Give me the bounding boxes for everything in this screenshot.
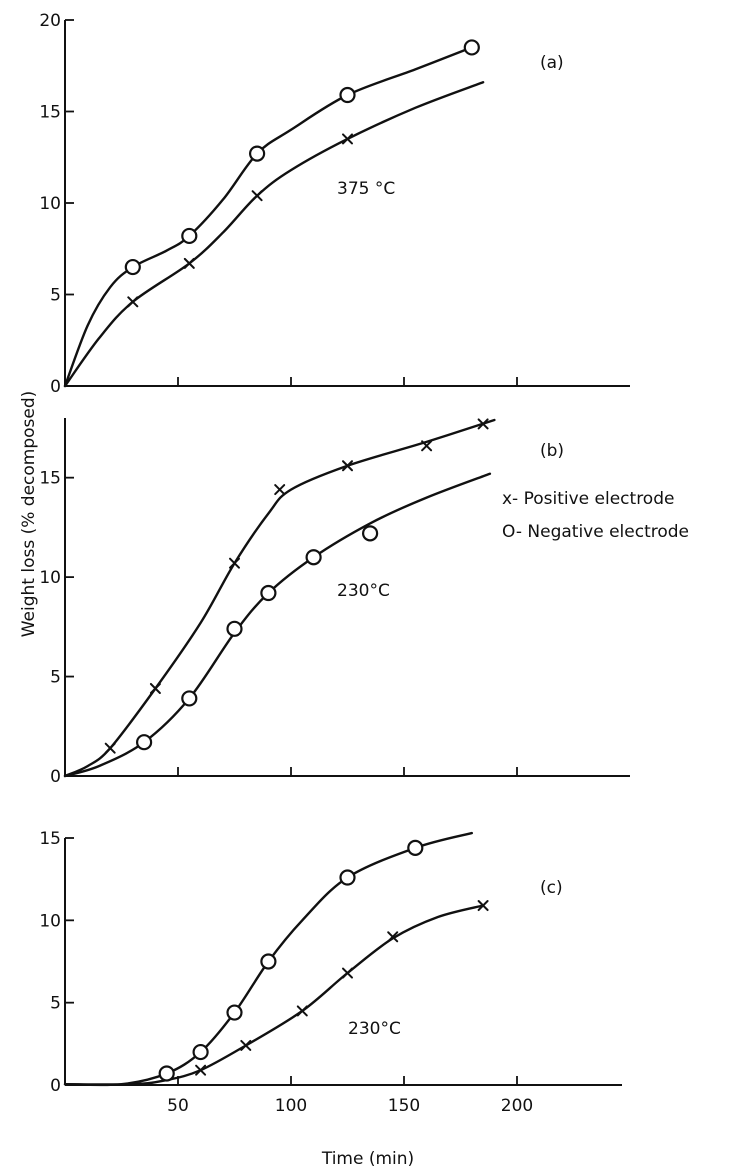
cross-stroke <box>477 418 489 430</box>
panel-3-curve-positive <box>63 904 485 1086</box>
panel-1-point-negative <box>249 145 266 162</box>
panel-3-y-tick-label: 15 <box>39 829 61 849</box>
cross-stroke <box>477 900 489 912</box>
panel-2-point-negative <box>362 525 379 542</box>
panel-3-point-positive <box>296 1005 308 1017</box>
cross-stroke <box>251 190 263 202</box>
panel-2-y-tick-label: 0 <box>50 767 61 787</box>
cross-stroke <box>342 133 353 145</box>
legend-positive: x- Positive electrode <box>502 489 674 509</box>
panel-2-point-negative <box>260 584 277 602</box>
panel-2-point-positive <box>104 742 116 754</box>
panel-3-point-negative <box>260 953 277 970</box>
cross-stroke <box>342 967 353 979</box>
panel-1-y-tick-label: 15 <box>39 103 61 123</box>
panel-3-y-tick-label: 10 <box>39 911 61 931</box>
panel-1-point-positive <box>342 133 353 145</box>
panel-1-curve-positive <box>63 81 485 388</box>
panel-1-point-positive <box>183 257 195 269</box>
panel-2-point-positive <box>229 557 240 569</box>
panel-2-point-positive <box>149 682 161 694</box>
panel-3: 0 5 10 15 50 100 150 200 (c) 230°C <box>39 829 622 1116</box>
legend: x- Positive electrode O- Negative electr… <box>502 489 689 542</box>
cross-stroke <box>342 460 353 472</box>
panel-3-point-positive <box>387 931 399 943</box>
panel-3-point-negative <box>226 1004 243 1021</box>
cross-stroke <box>229 557 240 569</box>
chart-panels: 0 5 10 15 20 (a) 375 °C 0 5 10 15 (b) 230°C 0 5 10 15 50 1… <box>39 11 630 1116</box>
panel-2-temperature: 230°C <box>337 581 390 601</box>
panel-2-point-negative <box>305 549 322 566</box>
cross-stroke <box>296 1005 308 1017</box>
panel-3-point-positive <box>477 900 489 912</box>
cross-stroke <box>387 931 399 943</box>
panel-2-point-positive <box>421 440 433 452</box>
panel-3-temperature: 230°C <box>348 1019 401 1039</box>
panel-2-curve-negative <box>63 472 492 778</box>
panel-3-x-tick-label: 150 <box>388 1096 420 1116</box>
panel-3-label: (c) <box>540 878 563 898</box>
y-axis-label: Weight loss (% decomposed) <box>19 391 39 638</box>
panel-3-point-positive <box>240 1039 252 1051</box>
panel-2-y-tick-label: 10 <box>39 568 61 588</box>
panel-1-point-positive <box>251 190 263 202</box>
panel-2-point-negative <box>181 690 198 707</box>
panel-1-point-positive <box>127 296 139 308</box>
legend-negative: O- Negative electrode <box>502 522 689 542</box>
panel-3-point-negative <box>192 1043 209 1061</box>
cross-stroke <box>274 484 286 496</box>
panel-3-y-tick-label: 0 <box>50 1076 61 1096</box>
panel-2-point-negative <box>226 620 243 637</box>
panel-1-temperature: 375 °C <box>337 179 395 199</box>
panel-1-curve-negative <box>63 46 473 388</box>
panel-1-y-tick-label: 10 <box>39 194 61 214</box>
panel-3-point-positive <box>195 1064 207 1076</box>
panel-3-point-negative <box>339 869 356 886</box>
cross-stroke <box>421 440 433 452</box>
panel-3-x-tick-label: 50 <box>167 1096 189 1116</box>
panel-2-y-tick-label: 15 <box>39 469 61 489</box>
panel-3-point-negative <box>407 839 424 856</box>
panel-1: 0 5 10 15 20 (a) 375 °C <box>39 11 630 397</box>
panel-2-y-tick-label: 5 <box>50 668 61 688</box>
panel-1-label: (a) <box>540 53 564 73</box>
panel-3-x-tick-label: 200 <box>501 1096 533 1116</box>
panel-1-y-tick-label: 20 <box>39 11 61 31</box>
x-axis-label: Time (min) <box>321 1149 414 1169</box>
cross-stroke <box>127 296 139 308</box>
panel-3-curve-negative <box>63 831 473 1087</box>
cross-stroke <box>195 1064 207 1076</box>
panel-3-x-tick-label: 100 <box>275 1096 307 1116</box>
panel-2-point-positive <box>477 418 489 430</box>
panel-3-point-positive <box>342 967 353 979</box>
panel-2-point-negative <box>136 734 153 751</box>
panel-1-point-negative <box>339 86 356 104</box>
panel-1-point-negative <box>463 39 480 56</box>
panel-2-curve-positive <box>63 418 496 778</box>
panel-3-y-tick-label: 5 <box>50 994 61 1014</box>
panel-2-label: (b) <box>540 441 564 461</box>
panel-3-point-negative <box>158 1065 175 1082</box>
panel-2-point-positive <box>274 484 286 496</box>
cross-stroke <box>240 1039 252 1051</box>
panel-2: 0 5 10 15 (b) 230°C <box>39 418 630 787</box>
panel-1-point-negative <box>181 227 198 245</box>
panel-1-y-tick-label: 0 <box>50 377 61 397</box>
cross-stroke <box>149 682 161 694</box>
panel-1-y-tick-label: 5 <box>50 286 61 306</box>
panel-1-point-negative <box>124 258 141 276</box>
panel-2-point-positive <box>342 460 353 472</box>
cross-stroke <box>183 257 195 269</box>
cross-stroke <box>104 742 116 754</box>
